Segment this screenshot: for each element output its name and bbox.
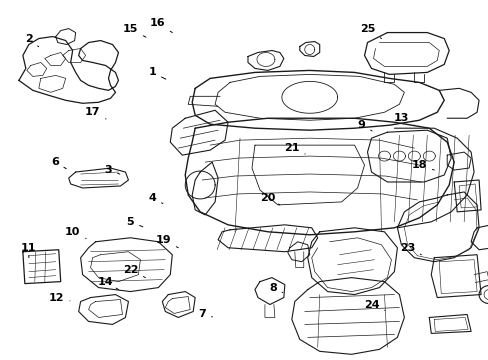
Text: 6: 6 [51,157,66,169]
Text: 3: 3 [104,165,120,175]
Text: 10: 10 [65,227,86,239]
Text: 8: 8 [268,283,282,293]
Text: 21: 21 [284,143,305,154]
Text: 2: 2 [25,33,39,47]
Text: 18: 18 [411,160,433,170]
Text: 13: 13 [393,113,413,125]
Text: 14: 14 [98,276,118,289]
Text: 16: 16 [149,18,172,32]
Text: 23: 23 [399,243,421,255]
Text: 20: 20 [260,193,279,205]
Text: 22: 22 [122,265,145,278]
Text: 19: 19 [155,235,178,248]
Text: 25: 25 [359,24,381,39]
Text: 17: 17 [84,107,106,119]
Text: 5: 5 [126,217,142,227]
Text: 1: 1 [148,67,165,79]
Text: 15: 15 [122,24,145,37]
Text: 9: 9 [357,120,371,131]
Text: 7: 7 [198,310,212,319]
Text: 4: 4 [148,193,163,204]
Text: 24: 24 [363,300,384,310]
Text: 11: 11 [21,243,37,258]
Text: 12: 12 [49,293,70,302]
